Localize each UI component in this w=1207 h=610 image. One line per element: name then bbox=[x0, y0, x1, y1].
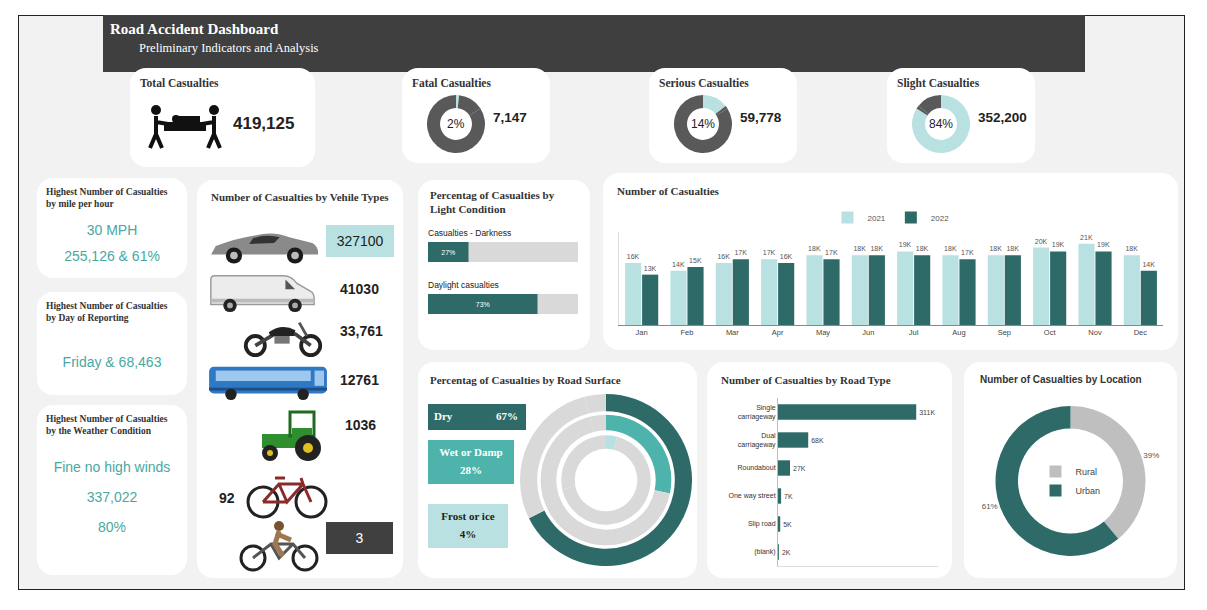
html-text:Daylight casualties: Daylight casualties bbox=[428, 280, 499, 290]
html-text:419,125: 419,125 bbox=[233, 114, 295, 133]
svg-text:Oct: Oct bbox=[1044, 328, 1057, 337]
html-text:80%: 80% bbox=[98, 519, 126, 535]
svg-text:18K: 18K bbox=[853, 245, 866, 252]
svg-text:19K: 19K bbox=[1097, 241, 1110, 248]
svg-text:14K: 14K bbox=[1142, 261, 1155, 268]
svg-text:61%: 61% bbox=[982, 502, 998, 511]
svg-text:Nov: Nov bbox=[1088, 328, 1102, 337]
html-text:12761: 12761 bbox=[340, 372, 379, 388]
html-text:92: 92 bbox=[219, 490, 235, 506]
html-text:1036: 1036 bbox=[345, 417, 377, 433]
html-text:Total Casualties: Total Casualties bbox=[140, 77, 219, 89]
svg-text:5K: 5K bbox=[783, 521, 792, 528]
svg-text:18K: 18K bbox=[944, 245, 957, 252]
html-text:67%: 67% bbox=[496, 410, 518, 422]
svg-text:17K: 17K bbox=[825, 249, 838, 256]
svg-text:19K: 19K bbox=[1052, 241, 1065, 248]
svg-text:18K: 18K bbox=[870, 245, 883, 252]
html-text:59,778: 59,778 bbox=[740, 110, 782, 125]
svg-text:18K: 18K bbox=[989, 245, 1002, 252]
svg-text:2K: 2K bbox=[782, 549, 791, 556]
svg-text:Singlecarriageway: Singlecarriageway bbox=[738, 404, 776, 421]
svg-text:Jul: Jul bbox=[909, 328, 919, 337]
svg-text:May: May bbox=[816, 328, 830, 337]
html-text:3: 3 bbox=[355, 530, 364, 546]
svg-text:2%: 2% bbox=[447, 117, 465, 131]
svg-text:13K: 13K bbox=[644, 265, 657, 272]
svg-text:17K: 17K bbox=[763, 249, 776, 256]
html-text:4%: 4% bbox=[459, 528, 477, 540]
svg-text:311K: 311K bbox=[919, 409, 935, 416]
html-text:Preliminary Indicators and Ana: Preliminary Indicators and Analysis bbox=[139, 41, 319, 55]
html-text:Percentag of Casualties by Lig: Percentag of Casualties by Light Conditi… bbox=[430, 189, 555, 215]
svg-text:18K: 18K bbox=[1125, 245, 1138, 252]
html-text:Frost or ice: Frost or ice bbox=[441, 510, 495, 522]
html-text:41030: 41030 bbox=[340, 281, 379, 297]
svg-text:27%: 27% bbox=[441, 249, 455, 256]
svg-text:18K: 18K bbox=[916, 245, 929, 252]
svg-text:7K: 7K bbox=[784, 493, 793, 500]
html-text:Fine no high winds: Fine no high winds bbox=[53, 459, 171, 475]
html-text:33,761: 33,761 bbox=[340, 323, 383, 339]
html-text:255,126 & 61%: 255,126 & 61% bbox=[64, 248, 160, 264]
svg-text:Dualcarriageway: Dualcarriageway bbox=[738, 432, 776, 449]
svg-text:Jan: Jan bbox=[636, 328, 648, 337]
svg-text:Sep: Sep bbox=[998, 328, 1011, 337]
svg-text:16K: 16K bbox=[780, 253, 793, 260]
svg-text:Dec: Dec bbox=[1134, 328, 1148, 337]
html-text:Number of Casualties by Road T: Number of Casualties by Road Type bbox=[721, 374, 891, 386]
html-text:352,200: 352,200 bbox=[978, 110, 1027, 125]
html-text:Fatal Casualties: Fatal Casualties bbox=[412, 77, 491, 89]
svg-text:84%: 84% bbox=[929, 117, 953, 131]
svg-text:(blank): (blank) bbox=[754, 548, 775, 556]
svg-text:14K: 14K bbox=[672, 261, 685, 268]
html-text:Wet or Damp: Wet or Damp bbox=[439, 446, 503, 458]
svg-text:Mar: Mar bbox=[726, 328, 739, 337]
html-text:Slight Casualties: Slight Casualties bbox=[897, 77, 980, 89]
html-text:Percentag of Casualties by Roa: Percentag of Casualties by Road Surface bbox=[430, 374, 621, 386]
svg-text:Urban: Urban bbox=[1076, 486, 1101, 496]
svg-text:20K: 20K bbox=[1035, 238, 1048, 245]
html-text:30 MPH: 30 MPH bbox=[86, 222, 138, 238]
svg-text:Roundabout: Roundabout bbox=[737, 464, 775, 471]
svg-text:16K: 16K bbox=[627, 253, 640, 260]
svg-text:18K: 18K bbox=[1006, 245, 1019, 252]
html-text:337,022: 337,022 bbox=[86, 489, 138, 505]
svg-text:14%: 14% bbox=[691, 117, 715, 131]
svg-text:Feb: Feb bbox=[681, 328, 694, 337]
html-text:Number of Casualties: Number of Casualties bbox=[617, 185, 719, 197]
svg-text:27K: 27K bbox=[793, 465, 806, 472]
svg-text:15K: 15K bbox=[689, 257, 702, 264]
html-text:Dry: Dry bbox=[434, 410, 453, 422]
svg-text:Aug: Aug bbox=[952, 328, 965, 337]
html-text:Road Accident Dashboard: Road Accident Dashboard bbox=[110, 21, 279, 37]
html-text:7,147: 7,147 bbox=[493, 110, 527, 125]
html-text:Highest Number of Casualties b: Highest Number of Casualties by the Weat… bbox=[46, 414, 168, 436]
html-text:Number of Casualties by Vehile: Number of Casualties by Vehile Types bbox=[211, 191, 389, 203]
svg-text:One way street: One way street bbox=[729, 492, 776, 500]
html-text:Number of Casualties by Locati: Number of Casualties by Location bbox=[980, 374, 1142, 385]
html-text:327100: 327100 bbox=[336, 233, 384, 249]
html-text:28%: 28% bbox=[460, 464, 482, 476]
svg-text:21K: 21K bbox=[1080, 234, 1093, 241]
svg-text:Slip road: Slip road bbox=[748, 520, 776, 528]
svg-text:73%: 73% bbox=[476, 301, 490, 308]
svg-text:19K: 19K bbox=[899, 241, 912, 248]
html-text:Casualties - Darkness: Casualties - Darkness bbox=[428, 228, 512, 238]
svg-text:16K: 16K bbox=[717, 253, 730, 260]
html-text:Serious Casualties: Serious Casualties bbox=[659, 77, 749, 89]
html-text:Highest Number of Casualties b: Highest Number of Casualties by Day of R… bbox=[46, 301, 168, 323]
svg-text:2021: 2021 bbox=[868, 214, 886, 223]
svg-text:Jun: Jun bbox=[862, 328, 874, 337]
svg-text:68K: 68K bbox=[811, 437, 824, 444]
svg-text:17K: 17K bbox=[734, 249, 747, 256]
html-text:Highest Number of Casualties b: Highest Number of Casualties by mile per… bbox=[46, 187, 168, 209]
svg-text:2022: 2022 bbox=[931, 214, 949, 223]
svg-text:Rural: Rural bbox=[1076, 467, 1098, 477]
svg-text:17K: 17K bbox=[961, 249, 974, 256]
svg-text:Apr: Apr bbox=[772, 328, 784, 337]
svg-text:39%: 39% bbox=[1143, 451, 1159, 460]
svg-text:18K: 18K bbox=[808, 245, 821, 252]
html-text:Friday & 68,463: Friday & 68,463 bbox=[62, 354, 162, 370]
